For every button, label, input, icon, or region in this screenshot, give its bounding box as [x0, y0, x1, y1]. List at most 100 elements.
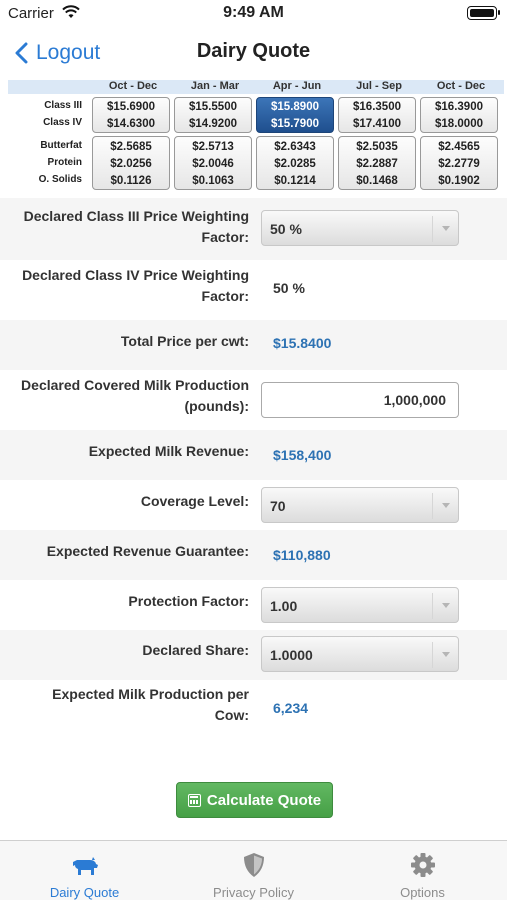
class4-weight-label: Declared Class IV Price Weighting Factor…: [22, 267, 249, 304]
chevron-down-icon: [432, 216, 458, 242]
protection-factor-row: Protection Factor: 1.00: [0, 580, 507, 630]
component-row-label: Butterfat: [40, 140, 82, 151]
total-price-value: $15.8400: [273, 335, 332, 351]
total-price-label: Total Price per cwt:: [120, 333, 249, 349]
total-price-row: Total Price per cwt: $15.8400: [0, 320, 507, 370]
declared-share-label: Declared Share:: [142, 642, 249, 658]
quarter-header: Oct - Dec: [436, 80, 486, 92]
quarter-header-bar: [8, 80, 504, 94]
component-price-cell[interactable]: $2.5685 $2.0256 $0.1126: [92, 136, 170, 190]
class-row-label: Class III: [44, 100, 82, 111]
class-row-label: Class IV: [43, 117, 82, 128]
class-price-value: $15.7900: [271, 118, 319, 130]
class-price-value: $17.4100: [353, 118, 401, 130]
production-per-cow-value: 6,234: [273, 700, 309, 716]
component-price-value: $0.1126: [110, 175, 152, 187]
tab-label: Privacy Policy: [213, 885, 294, 900]
coverage-level-label: Coverage Level:: [140, 493, 249, 509]
covered-milk-row: Declared Covered Milk Production (pounds…: [0, 370, 507, 430]
class-price-value: $16.3900: [435, 101, 483, 113]
production-per-cow-label: Expected Milk Production per Cow:: [52, 686, 249, 723]
cow-icon: [73, 857, 98, 875]
expected-revenue-value: $158,400: [273, 447, 332, 463]
component-price-value: $2.4565: [438, 141, 480, 153]
component-row-label: Protein: [47, 157, 82, 168]
quarter-header: Apr - Jun: [272, 80, 322, 92]
component-price-cell[interactable]: $2.5713 $2.0046 $0.1063: [174, 136, 252, 190]
tab-dairy-quote[interactable]: Dairy Quote: [0, 841, 169, 901]
calculate-quote-button[interactable]: Calculate Quote: [176, 782, 333, 818]
logout-button[interactable]: Logout: [14, 38, 100, 68]
tab-label: Dairy Quote: [49, 885, 120, 900]
covered-milk-input[interactable]: 1,000,000: [261, 382, 459, 418]
quarter-header: Jan - Mar: [190, 80, 240, 92]
declared-share-select[interactable]: 1.0000: [261, 636, 459, 672]
class-price-cell[interactable]: $16.3500 $17.4100: [338, 97, 416, 133]
coverage-level-select[interactable]: 70: [261, 487, 459, 523]
price-grid: Oct - Dec Jan - Mar Apr - Jun Jul - Sep Oct …: [0, 78, 507, 196]
class-price-value: $18.0000: [435, 118, 483, 130]
component-price-value: $0.1063: [192, 175, 234, 187]
component-price-cell[interactable]: $2.5035 $2.2887 $0.1468: [338, 136, 416, 190]
class-price-value: $15.5500: [189, 101, 237, 113]
class-price-cell[interactable]: $15.6900 $14.6300: [92, 97, 170, 133]
shield-icon: [244, 853, 264, 877]
component-price-value: $2.5685: [110, 141, 152, 153]
class-price-value: $15.8900: [271, 101, 319, 113]
revenue-guarantee-label: Expected Revenue Guarantee:: [46, 543, 249, 559]
component-price-cell[interactable]: $2.4565 $2.2779 $0.1902: [420, 136, 498, 190]
component-price-value: $2.0285: [274, 158, 316, 170]
component-price-value: $0.1468: [356, 175, 398, 187]
class-price-cell[interactable]: $15.5500 $14.9200: [174, 97, 252, 133]
class3-weight-select[interactable]: 50 %: [261, 210, 459, 246]
class-price-value: $16.3500: [353, 101, 401, 113]
navigation-bar: Logout Dairy Quote: [0, 28, 507, 78]
chevron-down-icon: [432, 642, 458, 668]
class-price-value: $14.9200: [189, 118, 237, 130]
component-price-value: $2.0046: [192, 158, 234, 170]
component-price-value: $2.6343: [274, 141, 316, 153]
battery-icon: [467, 6, 500, 20]
class3-weight-row: Declared Class III Price Weighting Facto…: [0, 198, 507, 260]
covered-milk-label: Declared Covered Milk Production (pounds…: [21, 377, 249, 414]
class-price-value: $15.6900: [107, 101, 155, 113]
class-price-cell[interactable]: $15.8900 $15.7900: [256, 97, 334, 133]
gear-icon: [411, 853, 435, 877]
component-price-value: $2.0256: [110, 158, 152, 170]
component-price-value: $2.5713: [192, 141, 234, 153]
class-price-cell[interactable]: $16.3900 $18.0000: [420, 97, 498, 133]
revenue-guarantee-row: Expected Revenue Guarantee: $110,880: [0, 530, 507, 580]
chevron-down-icon: [432, 493, 458, 519]
component-price-value: $2.2887: [356, 158, 398, 170]
chevron-down-icon: [432, 593, 458, 619]
expected-revenue-row: Expected Milk Revenue: $158,400: [0, 430, 507, 480]
expected-revenue-label: Expected Milk Revenue:: [88, 443, 249, 459]
calculate-quote-label: Calculate Quote: [206, 791, 322, 809]
revenue-guarantee-value: $110,880: [273, 547, 331, 563]
tab-bar: Dairy Quote Privacy Policy Options: [0, 840, 507, 900]
tab-label: Options: [400, 885, 445, 900]
class-price-value: $14.6300: [107, 118, 155, 130]
tab-privacy-policy[interactable]: Privacy Policy: [169, 841, 338, 901]
tab-options[interactable]: Options: [338, 841, 507, 901]
class4-weight-row: Declared Class IV Price Weighting Factor…: [0, 260, 507, 320]
class3-weight-label: Declared Class III Price Weighting Facto…: [23, 208, 249, 245]
coverage-level-row: Coverage Level: 70: [0, 480, 507, 530]
carrier-label: Carrier: [8, 5, 54, 22]
protection-factor-select[interactable]: 1.00: [261, 587, 459, 623]
production-per-cow-row: Expected Milk Production per Cow: 6,234: [0, 680, 507, 740]
quarter-header: Oct - Dec: [108, 80, 158, 92]
status-bar: Carrier 9:49 AM: [0, 0, 507, 28]
component-price-cell[interactable]: $2.6343 $2.0285 $0.1214: [256, 136, 334, 190]
class4-weight-value: 50 %: [273, 280, 305, 296]
calculator-icon: [187, 793, 201, 807]
logout-label: Logout: [36, 41, 101, 64]
component-row-label: O. Solids: [38, 174, 82, 185]
component-price-value: $0.1902: [438, 175, 480, 187]
page-title: Dairy Quote: [196, 40, 311, 62]
component-price-value: $2.2779: [438, 158, 480, 170]
declared-share-row: Declared Share: 1.0000: [0, 630, 507, 680]
clock: 9:49 AM: [223, 4, 284, 21]
wifi-icon: [62, 5, 80, 18]
chevron-left-icon: [15, 42, 28, 64]
